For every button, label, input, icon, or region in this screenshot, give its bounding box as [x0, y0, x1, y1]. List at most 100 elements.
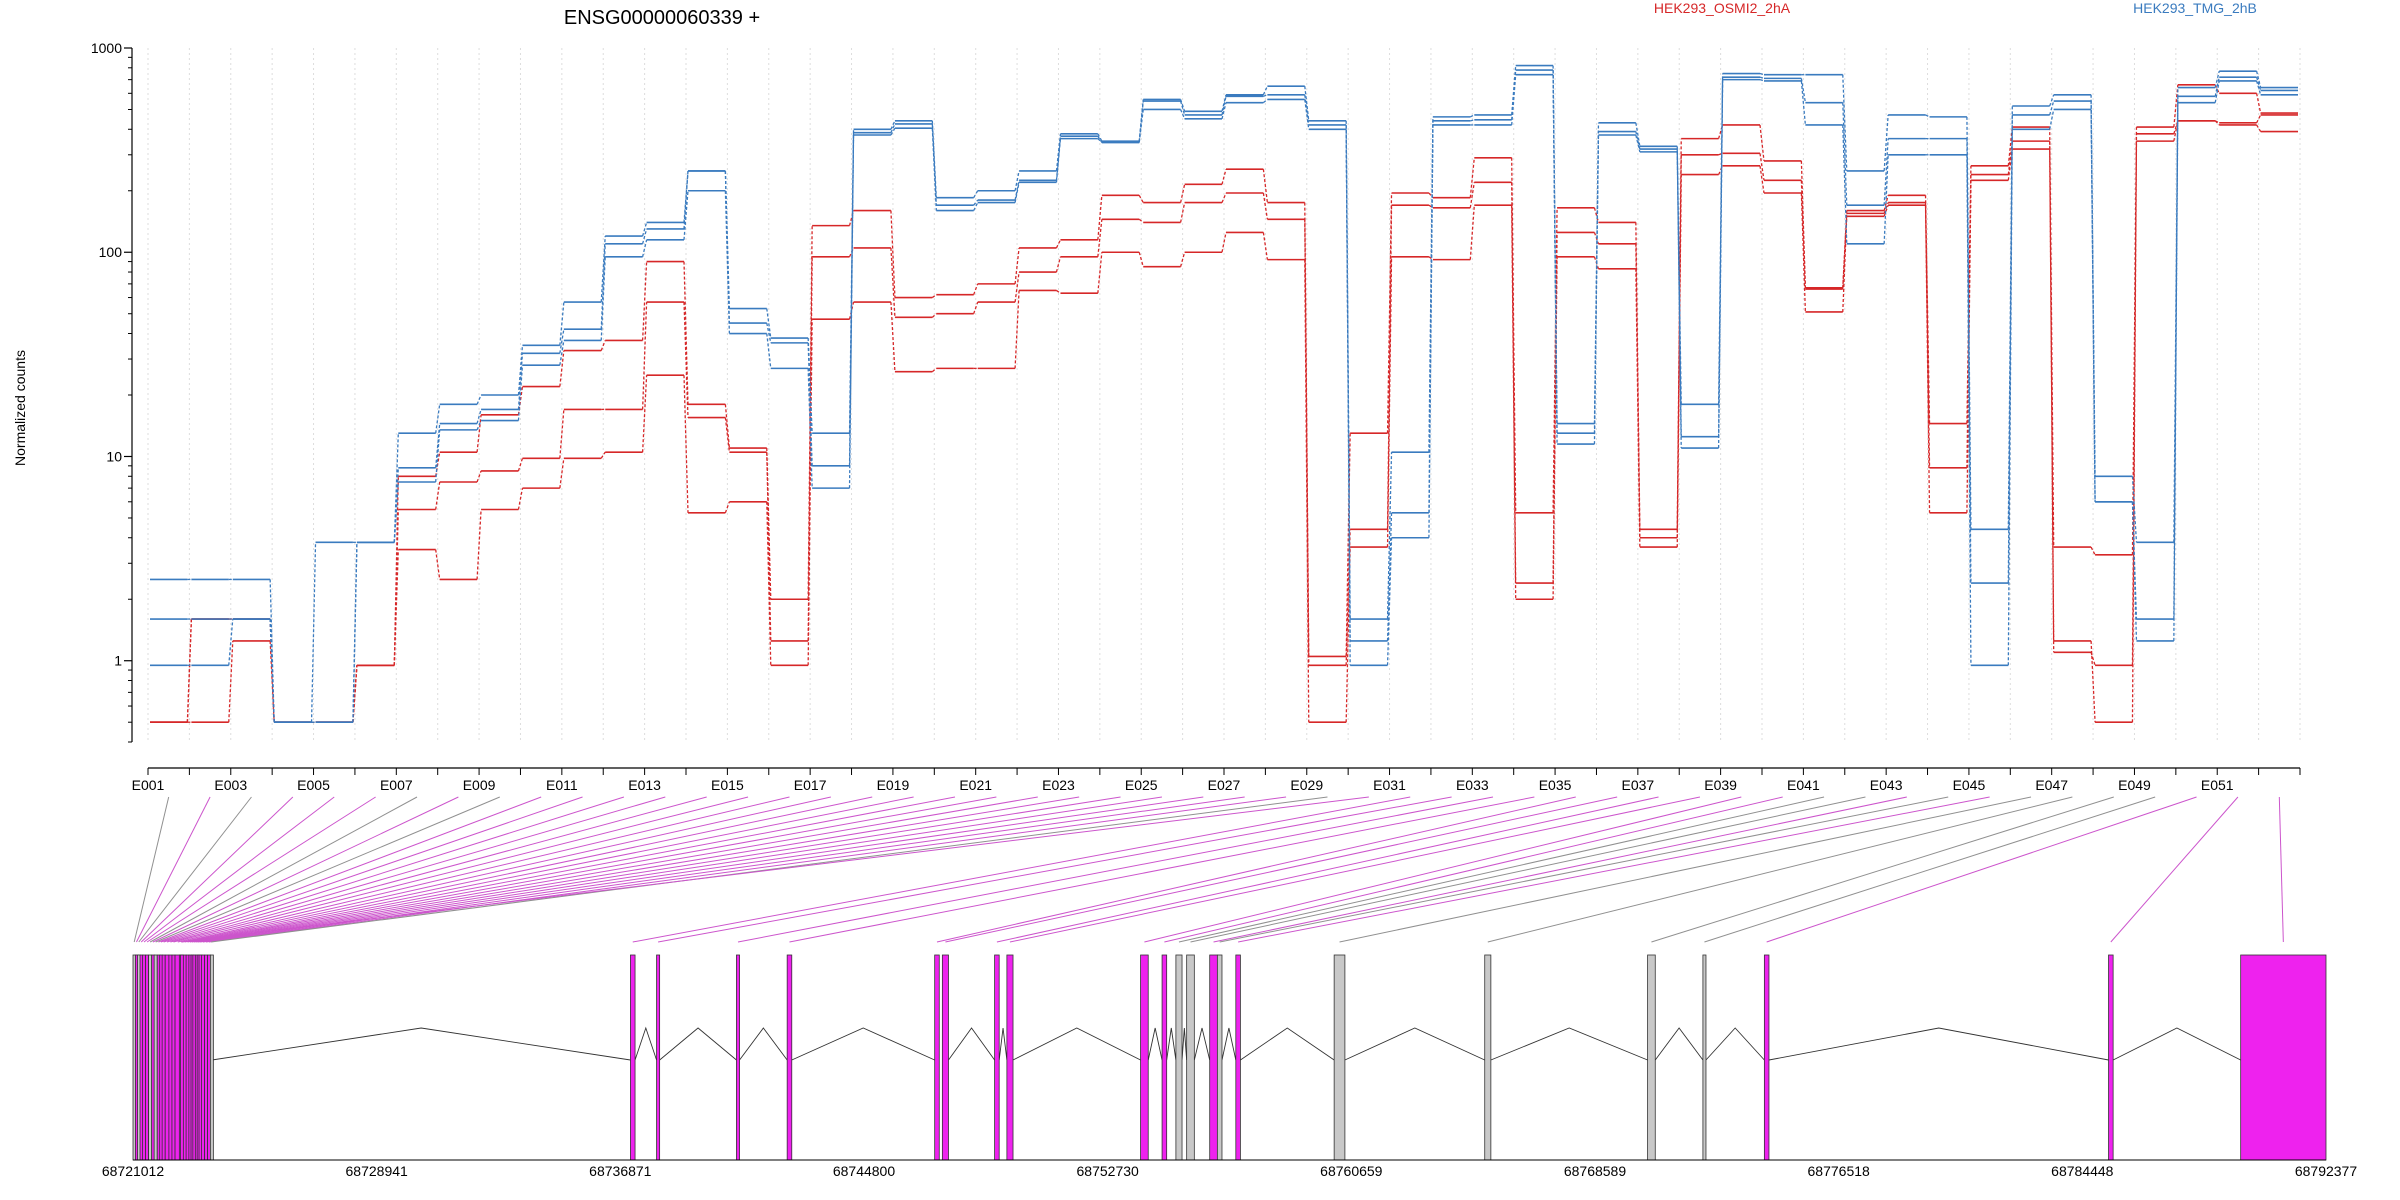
series-transition	[1304, 259, 1310, 723]
intron-line	[739, 1027, 788, 1061]
series-transition	[517, 365, 524, 421]
intron-line	[1221, 1027, 1237, 1061]
series-transition	[1263, 94, 1268, 97]
exon-connector	[1238, 796, 1990, 943]
series-transition	[1842, 102, 1848, 206]
series-transition	[973, 190, 979, 198]
series-transition	[1221, 102, 1227, 119]
series-transition	[641, 222, 648, 237]
series-transition	[1428, 204, 1434, 209]
series-transition	[1179, 252, 1186, 267]
series-transition	[848, 134, 855, 489]
series-transition	[1635, 122, 1641, 147]
series-transition	[1014, 247, 1020, 284]
y-axis-label: Normalized counts	[12, 350, 28, 466]
exon-connector	[184, 796, 873, 943]
series-transition	[1221, 94, 1227, 112]
exon-connector	[737, 796, 1494, 943]
exon-label: E023	[1042, 777, 1075, 793]
series-transition	[1800, 180, 1807, 290]
exon-label: E035	[1539, 777, 1572, 793]
intron-line	[998, 1027, 1008, 1061]
series-transition	[1262, 169, 1269, 203]
intron-line	[1490, 1027, 1648, 1061]
series-transition	[1759, 124, 1765, 161]
intron-line	[211, 1027, 631, 1061]
y-tick-label: 100	[99, 244, 123, 260]
series-transition	[1097, 195, 1103, 240]
series-transition	[559, 340, 565, 366]
series-transition	[1470, 119, 1475, 122]
exon-connector	[173, 796, 749, 943]
series-transition	[1593, 207, 1600, 223]
series-transition	[1221, 169, 1227, 185]
series-transition	[683, 375, 689, 513]
exon-label: E017	[794, 777, 827, 793]
series-transition	[1759, 72, 1765, 76]
series-transition	[1345, 129, 1351, 666]
series-transition	[1221, 96, 1227, 116]
series-transition	[1180, 109, 1186, 120]
exon-box	[1235, 954, 1241, 1161]
series-transition	[807, 225, 813, 600]
series-transition	[2214, 80, 2220, 103]
exon-box	[2240, 954, 2327, 1161]
exon-connector	[152, 796, 459, 943]
series-transition	[476, 509, 482, 580]
exon-label: E003	[214, 777, 247, 793]
exon-box	[204, 954, 209, 1161]
series-transition	[1138, 218, 1144, 223]
series-transition	[1469, 205, 1475, 260]
series-transition	[1345, 529, 1351, 666]
series-transition	[1511, 74, 1517, 125]
series-transition	[1097, 133, 1103, 142]
genomic-tick-label: 68744800	[833, 1163, 896, 1179]
exon-track	[132, 954, 2327, 1161]
exon-connector	[181, 796, 831, 943]
series-transition	[1759, 79, 1765, 82]
series-transition	[1635, 222, 1641, 530]
series-transition	[1759, 165, 1765, 194]
series-transition	[2049, 149, 2055, 641]
series-transition	[2255, 76, 2262, 91]
intron-line	[1705, 1027, 1765, 1061]
series-transition	[476, 420, 482, 431]
series-transition	[1842, 210, 1848, 288]
exon-connector	[2278, 796, 2284, 943]
exon-label: E039	[1704, 777, 1737, 793]
exon-connector	[138, 796, 252, 943]
exon-connector	[189, 796, 956, 943]
exon-connector	[187, 796, 914, 943]
series-transition	[393, 549, 399, 666]
exon-box	[142, 954, 146, 1161]
series-transition	[1428, 124, 1434, 538]
series-transition	[1386, 537, 1393, 666]
series-transition	[807, 319, 813, 666]
series-transition	[1055, 136, 1062, 181]
series-transition	[435, 429, 441, 483]
series-transition	[683, 261, 689, 405]
exon-box	[941, 954, 949, 1161]
series-transition	[1800, 78, 1807, 103]
exon-connector	[158, 796, 542, 943]
series-transition	[848, 301, 855, 320]
series-transition	[1304, 86, 1310, 121]
series-transition	[1635, 268, 1641, 548]
exon-box	[1333, 954, 1346, 1161]
series-transition	[1469, 157, 1475, 198]
series-transition	[641, 228, 648, 244]
exon-connector	[200, 796, 1162, 943]
series-transition	[1097, 138, 1103, 143]
series-transition	[476, 470, 482, 483]
exon-connector	[133, 796, 170, 943]
series-transition	[1759, 76, 1765, 80]
exon-box	[630, 954, 636, 1161]
series-transition	[1262, 85, 1268, 96]
exon-connector	[170, 796, 707, 943]
series-transition	[393, 433, 399, 543]
exon-label: E025	[1125, 777, 1158, 793]
series-transition	[890, 210, 896, 298]
series-transition	[641, 239, 648, 257]
series-transition	[641, 261, 648, 341]
series-transition	[2090, 546, 2096, 556]
